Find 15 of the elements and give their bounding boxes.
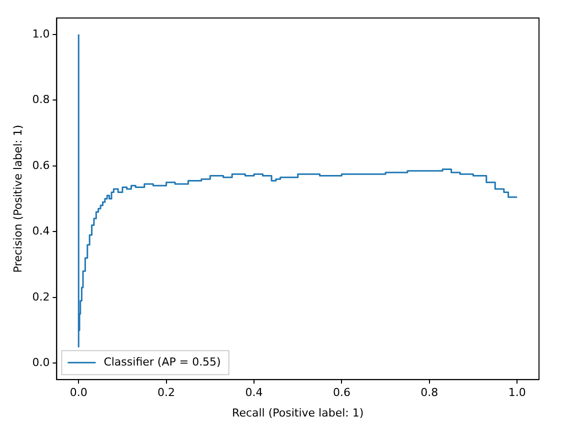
x-tick-label: 0.8 xyxy=(420,386,438,400)
y-tick-label: 0.4 xyxy=(32,224,50,238)
y-axis-title: Precision (Positive label: 1) xyxy=(11,124,24,273)
y-tick-label: 0.8 xyxy=(32,93,50,106)
x-tick-label: 1.0 xyxy=(508,386,526,400)
x-tick-label: 0.6 xyxy=(332,386,350,400)
x-tick-label: 0.0 xyxy=(70,386,88,400)
y-tick-label: 1.0 xyxy=(32,27,50,40)
y-tick-label: 0.2 xyxy=(32,290,50,304)
x-tick-label: 0.2 xyxy=(158,386,176,400)
y-tick-label: 0.6 xyxy=(32,158,50,172)
x-axis-title: Recall (Positive label: 1) xyxy=(232,406,364,420)
legend-label: Classifier (AP = 0.55) xyxy=(104,355,221,368)
x-tick-label: 0.4 xyxy=(245,386,263,400)
y-tick-label: 0.0 xyxy=(32,356,50,370)
